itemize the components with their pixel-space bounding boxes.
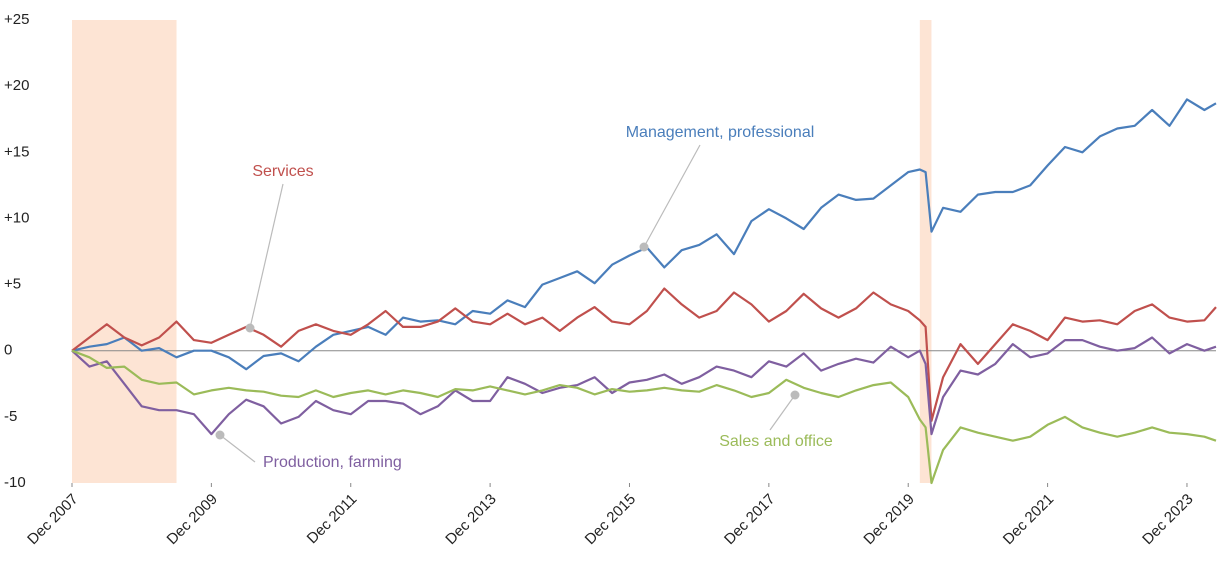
series-line <box>71 287 1217 422</box>
series-label: Production, farming <box>263 454 402 471</box>
y-tick-label: +25 <box>4 11 29 28</box>
shaded-period <box>919 20 932 483</box>
series-line <box>71 336 1217 436</box>
y-tick-label: +15 <box>4 143 29 160</box>
y-tick-label: -5 <box>4 408 17 425</box>
x-tick-label: Dec 2015 <box>582 491 639 548</box>
label-leader <box>219 434 256 463</box>
x-tick-label: Dec 2023 <box>1139 491 1196 548</box>
x-tick-label: Dec 2011 <box>304 491 361 548</box>
series-label: Sales and office <box>719 433 833 450</box>
x-tick-label: Dec 2019 <box>860 491 917 548</box>
series-label: Services <box>252 163 313 180</box>
label-leader <box>643 144 701 248</box>
y-tick-label: +5 <box>4 276 21 293</box>
label-leader <box>769 394 796 431</box>
label-dot <box>790 390 800 400</box>
x-tick-label: Dec 2017 <box>721 491 778 548</box>
x-tick-label: Dec 2013 <box>442 491 499 548</box>
series-label: Management, professional <box>626 124 815 141</box>
label-dot <box>215 430 225 440</box>
x-tick-label: Dec 2021 <box>1000 491 1057 548</box>
series-line <box>71 349 1217 485</box>
x-tick-label: Dec 2009 <box>164 491 221 548</box>
y-tick-label: -10 <box>4 474 26 491</box>
label-dot <box>639 242 649 252</box>
y-tick-label: 0 <box>4 342 12 359</box>
y-tick-label: +20 <box>4 77 29 94</box>
label-dot <box>245 323 255 333</box>
series-line <box>71 98 1217 371</box>
y-tick-label: +10 <box>4 209 29 226</box>
x-tick-label: Dec 2007 <box>24 491 81 548</box>
shaded-period <box>72 20 177 483</box>
label-leader <box>249 183 284 329</box>
